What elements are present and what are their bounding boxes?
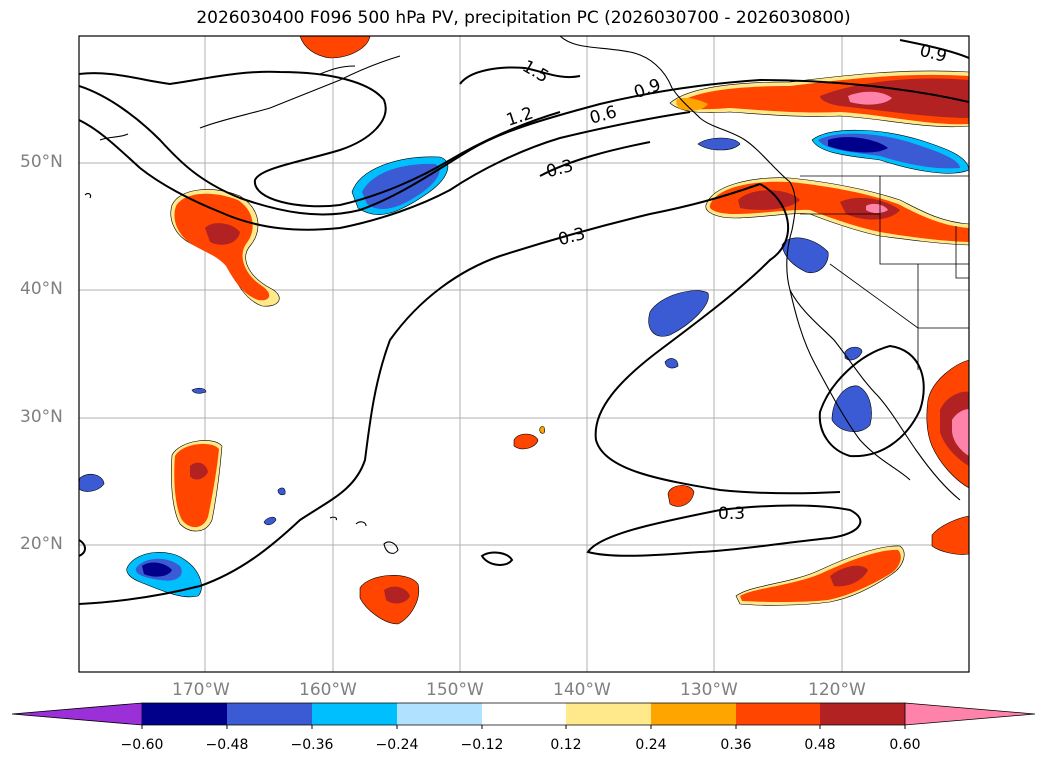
precip-blob: [539, 426, 545, 434]
colorbar-tick-label: −0.12: [460, 737, 504, 753]
precip-blob: [697, 137, 741, 151]
precip-blob: [664, 358, 679, 369]
precip-blob: [648, 290, 709, 337]
pv-contour-0.3: [586, 504, 862, 557]
colorbar-tick-label: 0.24: [635, 737, 667, 753]
precip-blob: [513, 433, 539, 450]
pv-contour-1.5: [79, 70, 561, 208]
colorbar-extend-low: [11, 702, 143, 726]
pv-contour-0.9: [818, 344, 925, 458]
colorbar-tick-label: −0.48: [205, 737, 249, 753]
colorbar-swatch: [820, 703, 905, 725]
precip-blob: [676, 97, 708, 111]
coastlines: [84, 36, 961, 554]
colorbar-swatch: [312, 703, 397, 725]
precip-blob: [738, 190, 800, 210]
lon-label: 120°W: [808, 680, 866, 700]
colorbar-swatch: [736, 703, 820, 725]
precip-blob: [828, 137, 888, 153]
pv-contour-0.6: [79, 111, 691, 231]
precip-blob: [384, 586, 410, 604]
colorbar-swatch: [142, 703, 227, 725]
precip-blob: [667, 485, 695, 507]
precip-blob: [848, 91, 892, 105]
precip-blob: [205, 223, 240, 245]
precip-blob: [263, 516, 277, 526]
precip-blob: [142, 562, 172, 577]
precip-blob: [740, 549, 901, 602]
precip-blob: [866, 203, 888, 213]
precip-blob: [190, 462, 208, 480]
colorbar-swatch: [651, 703, 736, 725]
colorbar-tick-label: 0.48: [804, 737, 836, 753]
lon-label: 150°W: [426, 680, 484, 700]
pv-contour: [79, 539, 86, 557]
lon-label: 140°W: [553, 680, 611, 700]
map-title: 2026030400 F096 500 hPa PV, precipitatio…: [196, 8, 851, 28]
pv-contour-1.5: [459, 66, 581, 85]
pv-contour-0.3: [594, 183, 841, 495]
colorbar-swatch: [566, 703, 651, 725]
pv-contour-0.9: [899, 39, 969, 59]
precip-positive-areas: [170, 36, 969, 625]
precip-blob: [931, 515, 969, 555]
precip-blob: [191, 387, 207, 394]
lat-label: 40°N: [20, 279, 63, 299]
precip-blob: [820, 78, 969, 118]
precip-blob: [79, 473, 105, 492]
precip-blob: [952, 409, 969, 456]
precip-blob: [299, 36, 371, 59]
precip-blob: [831, 385, 872, 432]
colorbar-tick-label: 0.60: [889, 737, 921, 753]
colorbar-tick-label: −0.24: [375, 737, 419, 753]
pv-contour-1.2: [79, 78, 969, 216]
contour-label: 0.3: [718, 504, 745, 524]
precip-blob: [362, 163, 440, 209]
pv-contour: [480, 551, 514, 566]
precip-blob: [781, 237, 829, 274]
map-plot-area: [79, 36, 969, 672]
colorbar: [11, 702, 1036, 729]
colorbar-extend-high: [904, 702, 1036, 726]
pv-contours: [79, 39, 969, 605]
lon-label: 160°W: [299, 680, 357, 700]
colorbar-tick-label: −0.36: [290, 737, 334, 753]
precip-blob: [174, 443, 219, 528]
colorbar-swatch: [397, 703, 482, 725]
precip-blob: [830, 565, 868, 587]
colorbar-tick-label: −0.60: [120, 737, 164, 753]
colorbar-tick-label: 0.36: [720, 737, 752, 753]
pv-contour-0.3: [539, 141, 651, 177]
state-borders: [800, 175, 969, 370]
lat-label: 50°N: [20, 152, 63, 172]
lat-label: 20°N: [20, 534, 63, 554]
pv-contour-0.3: [79, 183, 761, 605]
precip-blob: [277, 487, 286, 496]
lon-label: 130°W: [680, 680, 738, 700]
colorbar-swatch: [227, 703, 312, 725]
lat-label: 30°N: [20, 407, 63, 427]
colorbar-swatch: [482, 703, 566, 725]
lon-label: 170°W: [172, 680, 230, 700]
colorbar-tick-label: 0.12: [550, 737, 582, 753]
map-frame: [78, 35, 970, 673]
